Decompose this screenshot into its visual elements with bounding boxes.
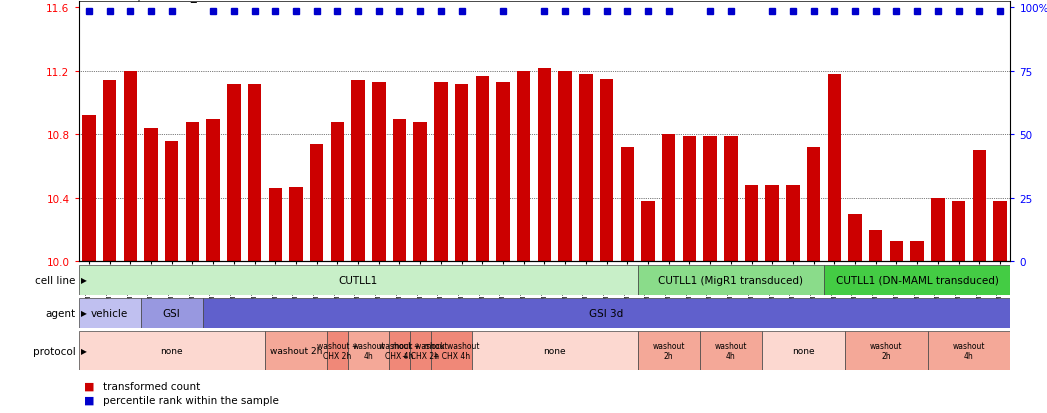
Bar <box>144 129 158 262</box>
Bar <box>807 148 821 262</box>
Text: none: none <box>160 347 183 355</box>
Text: ▶: ▶ <box>81 275 87 285</box>
Text: GSI: GSI <box>163 308 180 318</box>
Text: none: none <box>543 347 566 355</box>
Bar <box>103 81 116 262</box>
Bar <box>786 186 800 262</box>
Bar <box>496 83 510 262</box>
Bar <box>248 84 262 262</box>
Bar <box>140 298 203 328</box>
Bar <box>430 331 472 370</box>
Text: agent: agent <box>45 308 75 318</box>
Bar <box>82 116 95 262</box>
Bar <box>165 142 178 262</box>
Bar <box>683 137 696 262</box>
Text: ▶: ▶ <box>81 347 87 355</box>
Text: CUTLL1: CUTLL1 <box>338 275 378 285</box>
Bar <box>79 331 265 370</box>
Text: mock washout
+ CHX 4h: mock washout + CHX 4h <box>423 341 480 361</box>
Bar <box>475 76 489 262</box>
Bar <box>389 331 409 370</box>
Text: vehicle: vehicle <box>91 308 128 318</box>
Bar <box>185 122 199 262</box>
Text: mock washout
+ CHX 2h: mock washout + CHX 2h <box>393 341 448 361</box>
Bar <box>517 72 531 262</box>
Text: ■: ■ <box>84 381 94 391</box>
Bar <box>725 137 737 262</box>
Bar <box>472 331 638 370</box>
Bar <box>124 72 137 262</box>
Bar <box>824 265 1010 295</box>
Bar <box>289 188 303 262</box>
Text: washout
4h: washout 4h <box>352 341 384 361</box>
Text: ▶: ▶ <box>81 309 87 318</box>
Text: washout +
CHX 4h: washout + CHX 4h <box>379 341 420 361</box>
Bar <box>911 241 923 262</box>
Bar <box>848 214 862 262</box>
Bar <box>638 265 824 295</box>
Bar <box>268 189 282 262</box>
Bar <box>638 331 699 370</box>
Bar <box>931 199 944 262</box>
Bar <box>579 75 593 262</box>
Bar <box>409 331 430 370</box>
Text: washout 2h: washout 2h <box>270 347 322 355</box>
Bar <box>621 148 634 262</box>
Bar <box>994 202 1007 262</box>
Text: washout
4h: washout 4h <box>714 341 748 361</box>
Text: percentile rank within the sample: percentile rank within the sample <box>103 395 279 405</box>
Text: none: none <box>792 347 815 355</box>
Bar <box>310 145 324 262</box>
Bar <box>641 202 654 262</box>
Bar <box>206 119 220 262</box>
Text: washout +
CHX 2h: washout + CHX 2h <box>317 341 358 361</box>
Bar <box>704 137 717 262</box>
Bar <box>600 80 614 262</box>
Bar <box>348 331 389 370</box>
Bar <box>327 331 348 370</box>
Bar <box>890 241 904 262</box>
Text: cell line: cell line <box>35 275 75 285</box>
Bar <box>558 72 572 262</box>
Bar <box>203 298 1010 328</box>
Bar <box>869 230 883 262</box>
Text: GSI 3d: GSI 3d <box>589 308 624 318</box>
Bar <box>762 331 845 370</box>
Text: washout
2h: washout 2h <box>652 341 685 361</box>
Bar <box>845 331 928 370</box>
Bar <box>928 331 1010 370</box>
Bar <box>952 202 965 262</box>
Bar <box>538 69 551 262</box>
Text: ■: ■ <box>84 395 94 405</box>
Bar <box>331 122 344 262</box>
Bar <box>765 186 779 262</box>
Bar <box>265 331 327 370</box>
Bar <box>454 84 468 262</box>
Text: washout
2h: washout 2h <box>870 341 903 361</box>
Text: GDS4289 / 201111_at: GDS4289 / 201111_at <box>79 0 208 2</box>
Bar <box>414 122 427 262</box>
Bar <box>662 135 675 262</box>
Bar <box>79 298 140 328</box>
Bar <box>227 84 241 262</box>
Bar <box>699 331 762 370</box>
Text: CUTLL1 (DN-MAML transduced): CUTLL1 (DN-MAML transduced) <box>836 275 999 285</box>
Bar <box>435 83 448 262</box>
Bar <box>744 186 758 262</box>
Text: protocol: protocol <box>32 346 75 356</box>
Bar <box>372 83 385 262</box>
Bar <box>973 151 986 262</box>
Bar <box>352 81 364 262</box>
Text: washout
4h: washout 4h <box>953 341 985 361</box>
Bar <box>79 265 638 295</box>
Bar <box>393 119 406 262</box>
Bar <box>827 75 841 262</box>
Text: transformed count: transformed count <box>103 381 200 391</box>
Text: CUTLL1 (MigR1 transduced): CUTLL1 (MigR1 transduced) <box>659 275 803 285</box>
